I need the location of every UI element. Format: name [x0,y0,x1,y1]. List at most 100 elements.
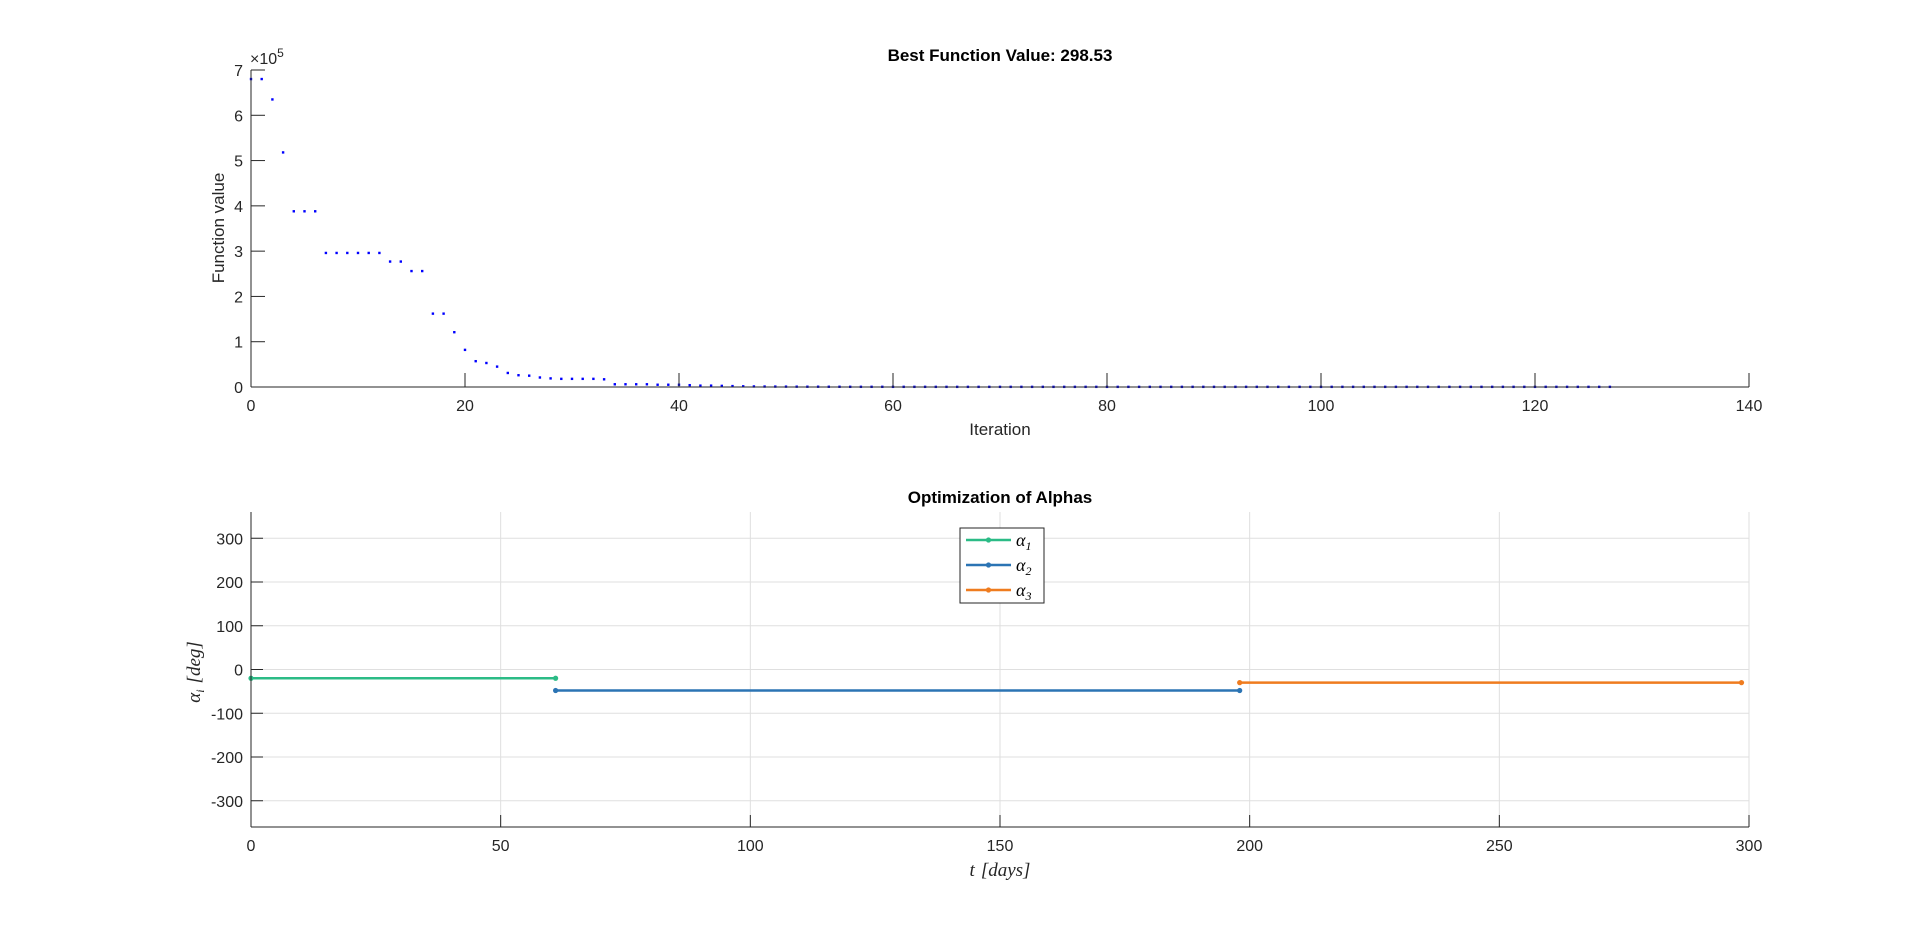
legend-entry-alpha1[interactable]: α1 [966,530,1031,553]
x-tick-label: 80 [1098,398,1116,415]
legend-entry-alpha3[interactable]: α3 [966,580,1031,603]
x-tick-label: 40 [670,398,688,415]
convergence-point [495,365,499,368]
y-label-unit: [deg] [184,641,205,683]
convergence-point [356,251,360,255]
convergence-point [731,384,734,388]
x-tick-label: 150 [987,838,1014,855]
x-tick-label: 20 [456,398,474,415]
convergence-point [688,383,691,387]
series-marker-alpha3 [1237,680,1243,686]
convergence-point [314,210,317,213]
y-tick-label: 6 [234,108,243,125]
convergence-point [388,260,392,263]
convergence-point [260,77,263,81]
y-tick-label: -100 [211,706,243,723]
legend-label-alpha1: α1 [1016,530,1031,553]
series-marker-alpha1 [552,675,559,681]
convergence-point [421,269,424,273]
convergence-point [602,378,606,381]
convergence-point [656,383,659,386]
convergence-point [581,377,584,381]
convergence-point [528,374,531,377]
x-tick-label: 120 [1522,398,1549,415]
legend-alpha2-subscript: 2 [1025,564,1031,578]
convergence-plot-y-label: Function value [209,173,228,284]
alphas-plot-x-label: t [days] [970,860,1031,881]
convergence-plot-title: Best Function Value: 298.53 [888,46,1113,65]
convergence-point [570,377,574,381]
y-exponent-label: ×105 [250,46,284,68]
y-exponent-base: ×10 [250,51,277,68]
legend-marker-alpha2 [985,562,992,568]
alphas-plot: Optimization of Alphas 0 50 100 150 200 250 30… [184,488,1762,881]
y-tick-label: 0 [234,663,243,680]
convergence-point [592,377,595,381]
x-tick-label: 250 [1486,838,1513,855]
convergence-point [378,251,381,255]
convergence-point [346,251,349,255]
convergence-point [720,384,723,388]
alphas-plot-y-label: αi [deg] [184,641,207,703]
x-label-variable: t [970,860,976,881]
legend-entry-alpha2[interactable]: α2 [966,555,1031,578]
convergence-point [517,374,520,377]
convergence-point [624,383,627,386]
legend-alpha2-symbol: α [1016,555,1026,575]
convergence-point [635,383,638,386]
alphas-plot-title: Optimization of Alphas [908,488,1092,507]
alphas-plot-y-ticks: -300 -200 -100 0 100 200 300 [211,531,263,811]
convergence-point [645,383,649,386]
legend-alpha1-subscript: 1 [1025,539,1031,553]
y-tick-label: 300 [216,531,243,548]
convergence-point [506,371,509,375]
convergence-point [709,384,713,387]
convergence-plot-y-ticks: 0 1 2 3 4 5 6 7 [234,63,265,397]
convergence-point [442,312,445,315]
y-tick-label: 1 [234,335,243,352]
y-label-subscript: i [193,689,207,692]
y-label-variable: α [184,692,205,703]
legend-label-alpha2: α2 [1016,555,1031,578]
y-tick-label: -200 [211,750,243,767]
y-tick-label: 7 [234,63,243,80]
y-tick-label: 200 [216,575,243,592]
convergence-plot-x-ticks: 0 20 40 60 80 100 120 140 [247,373,1762,415]
convergence-point [410,269,413,273]
convergence-point [699,384,702,387]
convergence-point [752,385,756,388]
series-marker-alpha2 [552,687,559,694]
x-tick-label: 60 [884,398,902,415]
y-tick-label: 0 [234,380,243,397]
y-exponent-power: 5 [277,46,284,60]
x-tick-label: 100 [737,838,764,855]
convergence-point [292,210,295,213]
convergence-point [431,312,435,315]
alphas-plot-series [248,675,1745,694]
convergence-point [549,377,552,380]
alphas-legend[interactable]: α1 α2 α3 [959,527,1045,604]
x-tick-label: 100 [1308,398,1335,415]
x-tick-label: 50 [492,838,510,855]
convergence-point [303,210,306,213]
x-tick-label: 300 [1736,838,1763,855]
y-tick-label: 4 [234,199,243,216]
x-tick-label: 0 [247,838,256,855]
convergence-point [399,260,402,263]
alphas-plot-x-ticks: 0 50 100 150 200 250 300 [247,815,1763,855]
convergence-point [485,361,488,365]
x-tick-label: 200 [1236,838,1263,855]
legend-marker-alpha1 [985,537,992,543]
legend-alpha1-symbol: α [1016,530,1026,550]
x-tick-label: 0 [247,398,256,415]
convergence-point [281,151,285,154]
convergence-point [463,348,467,352]
y-tick-label: 100 [216,619,243,636]
convergence-point [474,359,477,363]
x-label-unit: [days] [981,860,1031,881]
convergence-point [453,331,456,334]
legend-label-alpha3: α3 [1016,580,1031,603]
convergence-plot: Best Function Value: 298.53 0 20 40 60 80 100… [209,46,1762,439]
y-tick-label: 2 [234,289,243,306]
